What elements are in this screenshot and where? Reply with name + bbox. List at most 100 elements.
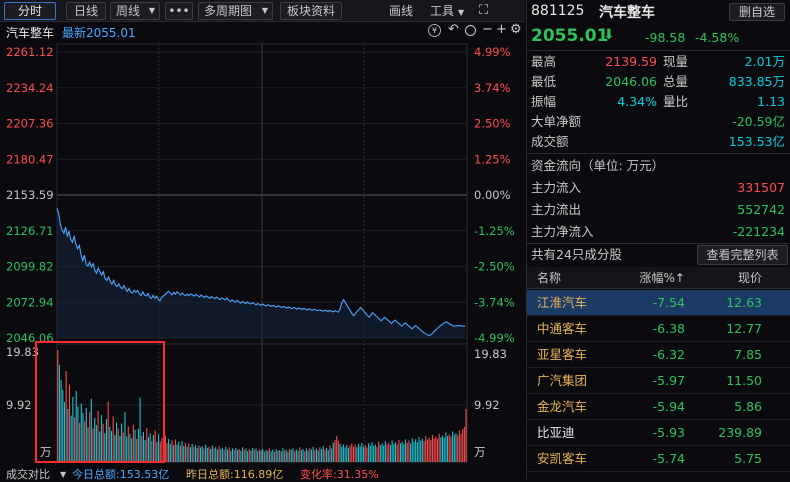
stat-row: 成交额 153.53亿 bbox=[527, 132, 790, 152]
stamp-icon[interactable]: ¥ bbox=[428, 24, 441, 37]
plus-icon[interactable]: + bbox=[496, 22, 507, 37]
stat-label: 最低 bbox=[531, 74, 557, 89]
pct-tick-label: 1.25% bbox=[474, 152, 511, 166]
volume-bar bbox=[183, 446, 185, 462]
volume-bar bbox=[203, 448, 205, 462]
fullscreen-icon[interactable]: ⛶ bbox=[479, 2, 488, 20]
tab-fenshi[interactable]: 分时 bbox=[4, 2, 56, 20]
chevron-down-icon: ▼ bbox=[148, 6, 155, 15]
table-row[interactable]: 金龙汽车 -5.94 5.86 bbox=[527, 394, 790, 420]
yesterday-volume: 昨日总额:116.89亿 bbox=[186, 468, 284, 481]
intraday-chart[interactable]: 2261.12 4.99% 2234.24 3.74% 2207.36 2.50% 2180… bbox=[0, 42, 525, 480]
volume-bar bbox=[428, 437, 430, 462]
flow-label: 主力净流入 bbox=[531, 224, 594, 239]
tab-zhouxian[interactable]: 周线 ▼ bbox=[110, 2, 160, 20]
dropdown-icon[interactable]: ▼ bbox=[60, 470, 67, 479]
block-info-button[interactable]: 板块资料 bbox=[280, 2, 342, 20]
tools-label: 工具 bbox=[430, 4, 455, 18]
stat-label: 量比 bbox=[663, 94, 689, 109]
tools-menu[interactable]: 工具 ▼ bbox=[430, 2, 464, 20]
table-row[interactable]: 安凯客车 -5.74 5.75 bbox=[527, 446, 790, 472]
tab-rixian[interactable]: 日线 bbox=[66, 2, 106, 20]
price-line bbox=[56, 208, 466, 337]
vol-compare-label: 成交对比 bbox=[6, 468, 50, 481]
stock-price: 239.89 bbox=[718, 425, 762, 440]
down-arrow-icon: ⬇ bbox=[603, 27, 615, 43]
block-info-label: 板块资料 bbox=[286, 4, 335, 18]
table-row[interactable]: 江淮汽车 -7.54 12.63 bbox=[527, 290, 790, 316]
volume-bar bbox=[243, 450, 245, 462]
volume-bar bbox=[127, 426, 129, 462]
volume-bar bbox=[159, 441, 161, 462]
volume-bar bbox=[215, 447, 217, 462]
volume-bar bbox=[141, 436, 143, 462]
view-full-list-button[interactable]: 查看完整列表 bbox=[697, 245, 788, 265]
pct-tick-label: -1.25% bbox=[474, 224, 515, 238]
volume-bar bbox=[117, 428, 119, 462]
minus-icon[interactable]: − bbox=[482, 22, 493, 37]
circle-icon[interactable] bbox=[465, 25, 476, 36]
volume-bar bbox=[169, 443, 171, 462]
volume-bar bbox=[121, 423, 123, 462]
volume-bar bbox=[126, 436, 128, 462]
volume-bar bbox=[205, 444, 207, 462]
more-periods-button[interactable]: ••• bbox=[165, 2, 193, 20]
col-name[interactable]: 名称 bbox=[537, 271, 562, 285]
volume-bar bbox=[364, 445, 366, 462]
volume-bar bbox=[430, 440, 432, 462]
table-row[interactable]: 中通客车 -6.38 12.77 bbox=[527, 316, 790, 342]
table-row[interactable]: 比亚迪 -5.93 239.89 bbox=[527, 420, 790, 446]
volume-bar bbox=[391, 440, 393, 462]
volume-bar bbox=[99, 431, 101, 462]
stock-price: 5.75 bbox=[734, 451, 762, 466]
volume-bar bbox=[339, 443, 341, 462]
index-title: 汽车整车 bbox=[599, 5, 655, 21]
col-price[interactable]: 现价 bbox=[737, 271, 762, 285]
undo-icon[interactable]: ↶ bbox=[448, 22, 459, 37]
price-tick-label: 2234.24 bbox=[6, 81, 54, 95]
volume-bar bbox=[351, 443, 353, 462]
price-tick-label: 2180.47 bbox=[6, 152, 54, 166]
volume-tick-label: 19.83 bbox=[474, 347, 507, 361]
volume-bar bbox=[67, 408, 69, 462]
volume-bar bbox=[346, 445, 348, 462]
chart-header: 汽车整车 最新2055.01 ¥ ↶ − + ⚙ bbox=[0, 22, 525, 42]
delete-watchlist-button[interactable]: 删自选 bbox=[729, 3, 785, 21]
pct-tick-label: 3.74% bbox=[474, 81, 511, 95]
volume-bar bbox=[60, 380, 62, 462]
flow-label: 主力流入 bbox=[531, 180, 582, 195]
table-row[interactable]: 亚星客车 -6.32 7.85 bbox=[527, 342, 790, 368]
volume-bar bbox=[166, 442, 168, 462]
col-change[interactable]: 涨幅%↑ bbox=[639, 271, 685, 285]
volume-bar bbox=[257, 451, 259, 462]
volume-bar bbox=[139, 397, 141, 462]
price-tick-label: 2207.36 bbox=[6, 117, 54, 131]
stock-price: 7.85 bbox=[734, 347, 762, 362]
pct-tick-label: -4.99% bbox=[474, 331, 515, 345]
flow-value: -221234 bbox=[732, 224, 785, 239]
multi-period-button[interactable]: 多周期图 ▼ bbox=[198, 2, 273, 20]
draw-line-button[interactable]: 画线 bbox=[389, 2, 413, 20]
volume-bar bbox=[63, 402, 65, 462]
stock-change: -7.54 bbox=[652, 295, 685, 310]
volume-bar bbox=[168, 438, 170, 462]
volume-bar bbox=[413, 441, 415, 462]
volume-bar bbox=[147, 437, 150, 462]
volume-bar bbox=[208, 446, 210, 462]
table-row[interactable]: 广汽集团 -5.97 11.50 bbox=[527, 368, 790, 394]
volume-bar bbox=[230, 450, 232, 462]
volume-bar bbox=[62, 389, 64, 462]
volume-bar bbox=[89, 412, 91, 462]
tab-rixian-label: 日线 bbox=[73, 4, 98, 18]
stock-change: -5.93 bbox=[652, 425, 685, 440]
volume-bar bbox=[221, 447, 223, 462]
volume-bar bbox=[315, 448, 318, 462]
volume-bar bbox=[383, 445, 385, 462]
gear-icon[interactable]: ⚙ bbox=[510, 22, 522, 37]
volume-bar bbox=[65, 371, 67, 462]
stat-label: 振幅 bbox=[531, 94, 557, 109]
volume-bar bbox=[356, 447, 358, 462]
volume-bar bbox=[319, 447, 321, 462]
volume-bar bbox=[156, 442, 158, 462]
stock-name: 安凯客车 bbox=[537, 451, 588, 466]
